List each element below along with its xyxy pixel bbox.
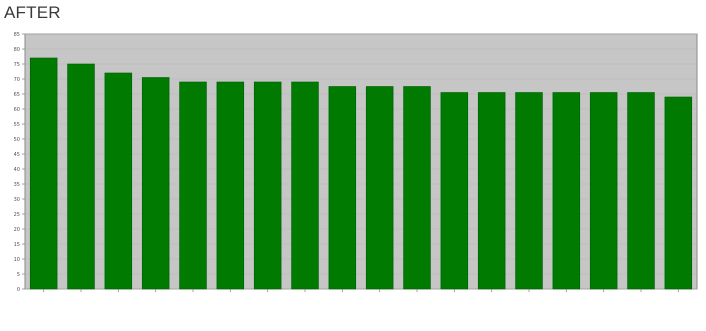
y-tick-label: 25 bbox=[14, 212, 20, 218]
y-tick-label: 15 bbox=[14, 242, 20, 248]
y-tick-label: 40 bbox=[14, 167, 20, 173]
y-tick-label: 75 bbox=[14, 62, 20, 68]
chart-frame: 0 5 10 15 20 25 30 35 40 45 50 55 60 65 70 75 80 85 bbox=[0, 30, 706, 331]
y-tick-label: 70 bbox=[14, 77, 20, 83]
bar[interactable] bbox=[440, 92, 469, 290]
bar[interactable] bbox=[589, 92, 618, 290]
x-axis bbox=[43, 289, 679, 292]
bar[interactable] bbox=[67, 63, 95, 290]
bars bbox=[29, 57, 693, 290]
plot-area bbox=[24, 33, 698, 290]
bar[interactable] bbox=[253, 81, 282, 290]
y-tick-label: 80 bbox=[14, 47, 20, 53]
y-tick-label: 10 bbox=[14, 257, 20, 263]
bar[interactable] bbox=[403, 86, 431, 290]
bar[interactable] bbox=[179, 81, 207, 290]
bar[interactable] bbox=[104, 72, 133, 290]
y-tick-label: 85 bbox=[14, 32, 20, 38]
bar[interactable] bbox=[515, 92, 543, 290]
plot-background bbox=[24, 33, 698, 290]
bar[interactable] bbox=[291, 81, 319, 290]
bar[interactable] bbox=[216, 81, 245, 290]
y-tick-label: 0 bbox=[17, 287, 20, 293]
bar[interactable] bbox=[477, 92, 506, 290]
bar[interactable] bbox=[664, 96, 693, 290]
y-axis: 0 5 10 15 20 25 30 35 40 45 50 55 60 65 70 75 80 85 bbox=[14, 32, 697, 293]
bar[interactable] bbox=[552, 92, 581, 290]
y-tick-label: 50 bbox=[14, 137, 20, 143]
bar[interactable] bbox=[29, 57, 58, 290]
y-tick-label: 20 bbox=[14, 227, 20, 233]
y-tick-label: 5 bbox=[17, 272, 20, 278]
bar[interactable] bbox=[328, 86, 357, 290]
chart-title: AFTER bbox=[4, 3, 61, 22]
bar[interactable] bbox=[141, 77, 170, 290]
y-tick-label: 45 bbox=[14, 152, 20, 158]
y-tick-label: 65 bbox=[14, 92, 20, 98]
bar[interactable] bbox=[365, 86, 394, 290]
y-tick-label: 30 bbox=[14, 197, 20, 203]
y-tick-label: 55 bbox=[14, 122, 20, 128]
bar[interactable] bbox=[627, 92, 655, 290]
y-tick-label: 35 bbox=[14, 182, 20, 188]
y-tick-label: 60 bbox=[14, 107, 20, 113]
bar-chart: 0 5 10 15 20 25 30 35 40 45 50 55 60 65 70 75 80 85 bbox=[14, 32, 698, 293]
